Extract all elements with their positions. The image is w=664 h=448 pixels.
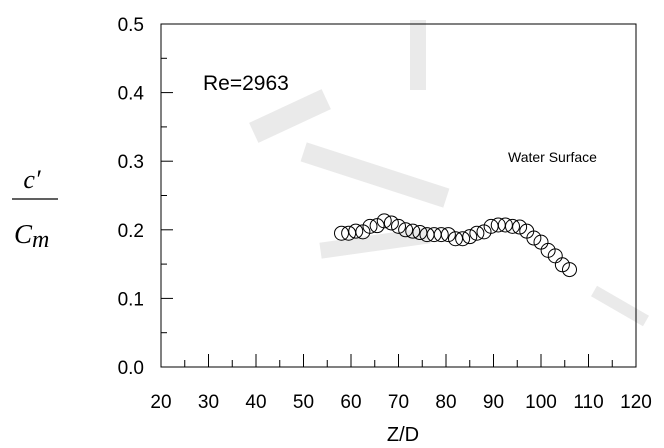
- y-tick-label: 0.2: [118, 221, 144, 242]
- data-point: [562, 262, 577, 278]
- data-point: [405, 223, 421, 239]
- x-tick-label: 80: [435, 392, 456, 413]
- watermark-stroke: [319, 227, 431, 259]
- data-point: [383, 215, 399, 231]
- x-tick-label: 50: [293, 392, 314, 413]
- background-watermark: [249, 20, 649, 327]
- y-axis-label: c′ Cm: [12, 165, 58, 253]
- data-point: [497, 217, 513, 233]
- x-tick-label: 60: [340, 392, 361, 413]
- data-point: [348, 223, 364, 239]
- data-point: [448, 231, 463, 247]
- x-tick-label: 40: [245, 392, 266, 413]
- data-points: [334, 213, 577, 278]
- x-axis-ticks: 20 30 40 50 60 70 80 90 100 110 120: [150, 354, 652, 413]
- x-tick-label: 90: [483, 392, 504, 413]
- y-tick-label: 0.3: [118, 152, 144, 173]
- watermark-stroke: [300, 142, 450, 208]
- x-tick-label: 20: [150, 392, 171, 413]
- data-point: [440, 227, 456, 243]
- x-axis-label: Z/D: [387, 424, 419, 443]
- data-point: [512, 219, 528, 235]
- watermark-stroke: [410, 20, 426, 90]
- y-label-denominator-main: C: [14, 219, 33, 249]
- y-tick-label: 0.0: [118, 358, 144, 379]
- data-point: [505, 218, 520, 234]
- y-tick-label: 0.5: [118, 15, 144, 36]
- annotation-water-surface: Water Surface: [508, 149, 597, 165]
- data-point: [526, 230, 542, 246]
- y-tick-label: 0.1: [118, 289, 144, 310]
- y-axis-ticks: 0.0 0.1 0.2 0.3 0.4 0.5: [118, 15, 173, 379]
- x-tick-label: 30: [198, 392, 219, 413]
- data-point: [334, 225, 349, 241]
- data-point: [398, 222, 414, 238]
- watermark-stroke: [591, 285, 649, 327]
- x-tick-label: 110: [573, 392, 603, 413]
- x-tick-label: 70: [388, 392, 409, 413]
- x-tick-label: 120: [620, 392, 652, 413]
- data-point: [462, 229, 478, 245]
- data-point: [362, 218, 378, 234]
- y-label-denominator: Cm: [14, 219, 49, 253]
- data-point: [412, 225, 428, 241]
- y-label-numerator: c′: [23, 165, 41, 194]
- y-tick-label: 0.4: [118, 84, 145, 105]
- data-point: [391, 218, 406, 234]
- watermark-stroke: [249, 89, 331, 143]
- data-point: [376, 213, 392, 229]
- data-point: [469, 225, 485, 241]
- y-label-denominator-sub: m: [32, 227, 49, 253]
- data-point: [455, 231, 471, 247]
- annotation-reynolds: Re=2963: [203, 72, 289, 95]
- x-tick-label: 100: [525, 392, 557, 413]
- data-point: [433, 227, 449, 243]
